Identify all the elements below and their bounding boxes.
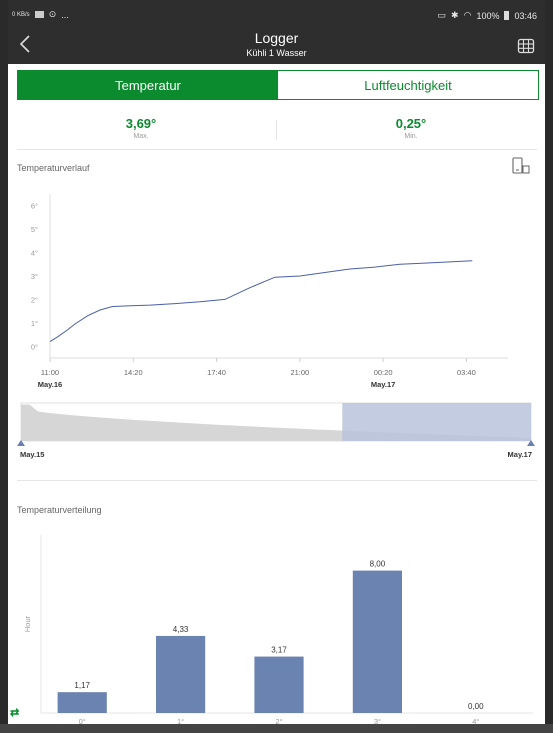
y-tick-label: 1° — [31, 319, 38, 328]
bar — [352, 570, 402, 713]
x-tick-label: 17:40 — [207, 368, 226, 377]
app-bar: Logger Kühli 1 Wasser — [8, 30, 545, 64]
x-tick-label: 00:20 — [374, 368, 393, 377]
data-indicator: 0 KB/s — [12, 11, 30, 18]
navigator-start-label: May.15 — [20, 450, 44, 459]
bar-value-label: 4,33 — [173, 625, 189, 634]
y-tick-label: 0° — [31, 342, 38, 351]
x-tick-label: 0° — [79, 717, 86, 725]
min-value: 0,25° — [395, 116, 427, 131]
status-bar: 0 KB/s ⊙ ... ▭ ✱ ◠ 100% 03:46 — [8, 0, 545, 32]
x-tick-label: 3° — [374, 717, 381, 725]
line-chart: 0° 1° 2° 3° 4° 5° 6° 11:00 14:20 17:40 21:00 00:20 0… — [31, 194, 508, 389]
measurement-tabs: Temperatur Luftfeuchtigkeit — [17, 70, 539, 100]
range-navigator[interactable]: May.15 May.17 — [8, 395, 545, 460]
stat-divider — [276, 120, 277, 140]
line-chart-title: Temperaturverlauf — [17, 163, 90, 173]
taskbar-strip — [0, 724, 553, 733]
bar-value-label: 3,17 — [271, 646, 287, 655]
wifi-icon: ◠ — [463, 10, 472, 20]
table-grid-icon[interactable] — [517, 37, 535, 60]
x-tick-label: 1° — [177, 717, 184, 725]
back-arrow-icon[interactable] — [18, 34, 32, 59]
clock: 03:46 — [514, 10, 537, 21]
app-badge-icon: ⇄ — [10, 707, 20, 719]
battery-icon — [504, 11, 510, 20]
y-axis-label: Hour — [23, 615, 32, 632]
battery-level: 100% — [476, 10, 500, 21]
x-tick-label: 2° — [275, 717, 282, 725]
min-label: Min. — [404, 133, 418, 140]
temperature-series-line — [49, 260, 473, 343]
x-date-label: May.16 — [38, 380, 62, 389]
divider — [17, 480, 537, 481]
y-tick-label: 4° — [31, 249, 38, 258]
x-tick-label: 11:00 — [41, 368, 59, 377]
rotate-device-icon[interactable] — [511, 157, 531, 180]
min-stat: 0,25° Min. — [311, 116, 511, 140]
divider — [17, 149, 537, 150]
navigator-area — [21, 404, 531, 441]
bar — [156, 635, 206, 713]
bar-value-label: 0,00 — [468, 702, 484, 711]
bar-chart-title: Temperaturverteilung — [17, 505, 102, 515]
navigator-left-handle[interactable] — [17, 440, 25, 446]
more-notifications: ... — [61, 9, 69, 20]
y-tick-label: 3° — [31, 272, 38, 281]
bar — [57, 692, 107, 713]
page-subtitle: Kühli 1 Wasser — [246, 48, 307, 58]
page-title: Logger — [254, 30, 299, 46]
bar-value-label: 8,00 — [370, 560, 386, 569]
navigator-end-label: May.17 — [508, 450, 532, 459]
max-value: 3,69° — [125, 116, 157, 131]
navigator-right-handle[interactable] — [527, 440, 535, 446]
y-tick-label: 2° — [31, 295, 38, 304]
x-date-label: May.17 — [371, 380, 395, 389]
x-tick-label: 03:40 — [457, 368, 476, 377]
tab-luftfeuchtigkeit[interactable]: Luftfeuchtigkeit — [278, 71, 538, 99]
navigator-selection[interactable] — [342, 403, 531, 441]
notification-icon: ⊙ — [48, 9, 57, 19]
max-stat: 3,69° Max. — [41, 116, 241, 140]
bar-value-label: 1,17 — [74, 681, 90, 690]
app-screen: 0 KB/s ⊙ ... ▭ ✱ ◠ 100% 03:46 Logger Küh… — [8, 0, 545, 733]
x-tick-label: 4° — [472, 717, 479, 725]
x-tick-label: 14:20 — [124, 368, 143, 377]
bluetooth-icon: ✱ — [451, 10, 459, 20]
tab-temperatur[interactable]: Temperatur — [18, 71, 278, 99]
bar — [254, 656, 304, 713]
bar-chart: Hour 1,17 0° 4,33 1° 3,17 2° 8,00 3° 0,00 4° — [23, 535, 533, 725]
cast-icon: ▭ — [437, 10, 447, 20]
image-icon — [34, 11, 44, 18]
x-tick-label: 21:00 — [290, 368, 309, 377]
y-tick-label: 5° — [31, 225, 38, 234]
y-tick-label: 6° — [31, 202, 38, 211]
max-label: Max. — [133, 133, 149, 140]
